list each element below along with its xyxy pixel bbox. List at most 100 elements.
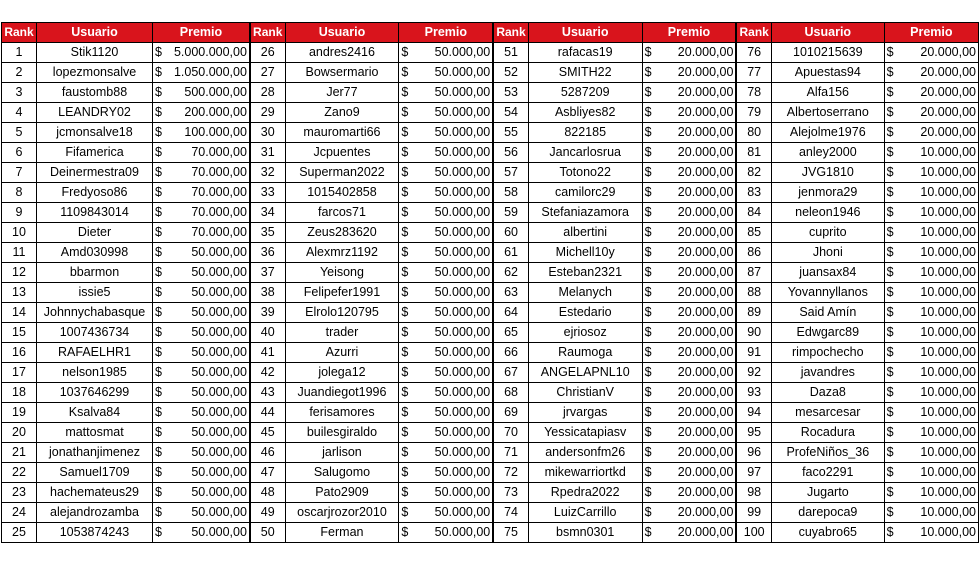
currency-symbol: $ (401, 165, 409, 179)
table-row: 2 lopezmonsalve $1.050.000,00 27 Bowsermario… (1, 62, 979, 83)
currency-symbol: $ (644, 205, 652, 219)
prize-cell: $20.000,00 (641, 62, 737, 83)
rank-header: Rank (1, 22, 37, 43)
prize-amount: 20.000,00 (677, 45, 734, 59)
prize-amount: 20.000,00 (920, 85, 976, 99)
rank-cell: 20 (1, 422, 37, 443)
table-row: 6 Fifamerica $70.000,00 31 Jcpuentes $50.000,… (1, 142, 979, 163)
prize-cell: $50.000,00 (398, 522, 494, 543)
prize-cell: $50.000,00 (398, 82, 494, 103)
prize-cell: $100.000,00 (152, 122, 251, 143)
prize-amount: 50.000,00 (191, 445, 247, 459)
currency-symbol: $ (155, 285, 162, 299)
currency-symbol: $ (155, 465, 162, 479)
rank-cell: 76 (735, 42, 772, 63)
prize-cell: $10.000,00 (883, 502, 979, 523)
username-cell: Asbliyes82 (527, 102, 643, 123)
currency-symbol: $ (401, 285, 409, 299)
username-cell: Jugarto (770, 482, 885, 503)
username-cell: darepoca9 (770, 502, 885, 523)
prize-amount: 70.000,00 (191, 205, 247, 219)
rank-header: Rank (492, 22, 529, 43)
prize-amount: 10.000,00 (920, 165, 976, 179)
currency-symbol: $ (644, 225, 652, 239)
username-cell: oscarjrozor2010 (284, 502, 400, 523)
currency-symbol: $ (644, 145, 652, 159)
prize-amount: 20.000,00 (677, 65, 734, 79)
prize-cell: $10.000,00 (883, 382, 979, 403)
table-row: 23 hachemateus29 $50.000,00 48 Pato2909 $50.0… (1, 482, 979, 503)
username-cell: bbarmon (35, 262, 154, 283)
prize-cell: $50.000,00 (398, 102, 494, 123)
prize-amount: 50.000,00 (191, 245, 247, 259)
currency-symbol: $ (401, 205, 409, 219)
prize-cell: $50.000,00 (398, 222, 494, 243)
rank-cell: 35 (248, 222, 286, 243)
rank-cell: 50 (248, 522, 286, 543)
currency-symbol: $ (644, 85, 652, 99)
username-cell: cuyabro65 (770, 522, 885, 543)
prize-cell: $50.000,00 (152, 362, 251, 383)
user-header: Usuario (527, 22, 643, 43)
table-row: 15 1007436734 $50.000,00 40 trader $50.000,00… (1, 322, 979, 343)
prize-cell: $20.000,00 (883, 42, 979, 63)
rank-cell: 96 (735, 442, 772, 463)
username-cell: ANGELAPNL10 (527, 362, 643, 383)
prize-amount: 10.000,00 (920, 465, 976, 479)
username-cell: Esteban2321 (527, 262, 643, 283)
rank-cell: 7 (1, 162, 37, 183)
prize-cell: $50.000,00 (398, 402, 494, 423)
table-row: 17 nelson1985 $50.000,00 42 jolega12 $50.000,… (1, 362, 979, 383)
currency-symbol: $ (886, 505, 894, 519)
rank-cell: 70 (492, 422, 529, 443)
currency-symbol: $ (155, 105, 162, 119)
rank-cell: 73 (492, 482, 529, 503)
rank-cell: 34 (248, 202, 286, 223)
currency-symbol: $ (644, 125, 652, 139)
prize-amount: 50.000,00 (434, 465, 491, 479)
prize-header: Premio (641, 22, 737, 43)
prize-amount: 70.000,00 (191, 145, 247, 159)
username-cell: 1109843014 (35, 202, 154, 223)
username-cell: mesarcesar (770, 402, 885, 423)
prize-cell: $20.000,00 (641, 402, 737, 423)
prize-cell: $50.000,00 (152, 262, 251, 283)
prize-amount: 10.000,00 (920, 485, 976, 499)
username-cell: Raumoga (527, 342, 643, 363)
rank-cell: 37 (248, 262, 286, 283)
prize-cell: $50.000,00 (398, 362, 494, 383)
username-cell: ejriosoz (527, 322, 643, 343)
rank-cell: 95 (735, 422, 772, 443)
currency-symbol: $ (886, 105, 894, 119)
currency-symbol: $ (155, 485, 162, 499)
prize-amount: 50.000,00 (191, 405, 247, 419)
table-row: 16 RAFAELHR1 $50.000,00 41 Azurri $50.000,00 6… (1, 342, 979, 363)
username-cell: Jcpuentes (284, 142, 400, 163)
currency-symbol: $ (401, 265, 409, 279)
prize-cell: $20.000,00 (641, 342, 737, 363)
prize-cell: $10.000,00 (883, 422, 979, 443)
prize-cell: $50.000,00 (398, 502, 494, 523)
prize-amount: 10.000,00 (920, 405, 976, 419)
prize-cell: $10.000,00 (883, 222, 979, 243)
prize-amount: 20.000,00 (677, 325, 734, 339)
rank-cell: 83 (735, 182, 772, 203)
rank-cell: 80 (735, 122, 772, 143)
rank-cell: 44 (248, 402, 286, 423)
prize-amount: 20.000,00 (677, 445, 734, 459)
currency-symbol: $ (401, 365, 409, 379)
username-cell: issie5 (35, 282, 154, 303)
rank-cell: 61 (492, 242, 529, 263)
username-cell: rimpochecho (770, 342, 885, 363)
rank-cell: 45 (248, 422, 286, 443)
rank-cell: 3 (1, 82, 37, 103)
currency-symbol: $ (886, 45, 894, 59)
currency-symbol: $ (401, 125, 409, 139)
currency-symbol: $ (644, 405, 652, 419)
rank-cell: 60 (492, 222, 529, 243)
ranking-table: Rank Usuario Premio Rank Usuario Premio … (1, 22, 979, 543)
rank-cell: 1 (1, 42, 37, 63)
rank-cell: 79 (735, 102, 772, 123)
rank-cell: 31 (248, 142, 286, 163)
prize-cell: $70.000,00 (152, 182, 251, 203)
